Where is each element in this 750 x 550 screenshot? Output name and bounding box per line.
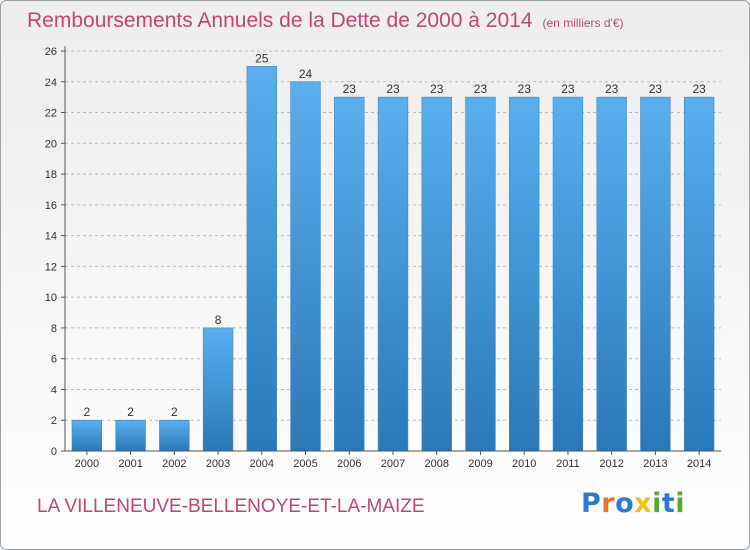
bar xyxy=(596,96,627,452)
logo-letter: i xyxy=(675,488,686,519)
x-tick-label: 2005 xyxy=(293,458,317,470)
x-tick-label: 2011 xyxy=(556,458,580,470)
y-tick-label: 14 xyxy=(45,231,57,243)
bar-value-label: 23 xyxy=(649,82,663,96)
bar xyxy=(202,327,234,452)
bar xyxy=(377,96,409,452)
y-tick-label: 22 xyxy=(45,108,57,120)
proxiti-logo: Proxiti xyxy=(581,488,685,519)
x-tick-label: 2001 xyxy=(118,458,142,470)
bar-value-label: 8 xyxy=(215,313,222,327)
bar-value-label: 24 xyxy=(299,67,313,81)
logo-letter: P xyxy=(581,488,602,519)
x-tick-label: 2009 xyxy=(468,458,492,470)
bar xyxy=(115,419,146,452)
bar-value-label: 23 xyxy=(386,82,400,96)
y-tick-label: 2 xyxy=(51,415,57,427)
bar xyxy=(640,96,671,452)
bar xyxy=(159,419,190,452)
bar-value-label: 23 xyxy=(518,82,532,96)
y-tick-label: 6 xyxy=(51,354,57,366)
logo-letter: t xyxy=(661,488,676,519)
y-tick-label: 10 xyxy=(45,292,57,304)
bar xyxy=(246,66,277,452)
logo-letter: o xyxy=(615,488,635,519)
bar-value-label: 25 xyxy=(255,51,269,65)
bar-value-label: 23 xyxy=(474,82,488,96)
y-tick-label: 0 xyxy=(51,446,57,458)
bar-value-label: 23 xyxy=(430,82,444,96)
bar xyxy=(290,81,321,452)
x-tick-label: 2010 xyxy=(512,458,536,470)
chart-unit: (en milliers d'€) xyxy=(542,16,624,30)
x-tick-label: 2004 xyxy=(250,458,274,470)
bar-value-label: 2 xyxy=(84,405,91,419)
x-tick-label: 2008 xyxy=(424,458,448,470)
bar-value-label: 23 xyxy=(605,82,619,96)
bar xyxy=(334,96,365,452)
x-tick-label: 2002 xyxy=(162,458,186,470)
x-tick-label: 2013 xyxy=(643,458,667,470)
bar-value-label: 23 xyxy=(343,82,357,96)
logo-letter: r xyxy=(601,488,616,519)
bar xyxy=(509,96,540,452)
y-tick-label: 4 xyxy=(51,384,57,396)
chart-title: Remboursements Annuels de la Dette de 20… xyxy=(27,9,624,33)
y-tick-label: 12 xyxy=(45,261,57,273)
x-tick-label: 2006 xyxy=(337,458,361,470)
bar-value-label: 23 xyxy=(692,82,706,96)
bar xyxy=(465,96,496,452)
x-tick-label: 2000 xyxy=(75,458,99,470)
y-tick-label: 18 xyxy=(45,169,57,181)
bar xyxy=(683,96,715,452)
y-tick-label: 8 xyxy=(51,323,57,335)
bar xyxy=(421,96,452,452)
x-tick-label: 2003 xyxy=(206,458,230,470)
y-tick-label: 26 xyxy=(45,46,57,58)
city-name: LA VILLENEUVE-BELLENOYE-ET-LA-MAIZE xyxy=(37,496,425,517)
x-tick-label: 2014 xyxy=(687,458,711,470)
y-tick-label: 24 xyxy=(45,77,57,89)
y-tick-label: 20 xyxy=(45,138,57,150)
x-tick-label: 2012 xyxy=(599,458,623,470)
bar-value-label: 23 xyxy=(561,82,575,96)
bar-layer: 2 2 2 8 25 24 23 23 23 23 23 23 23 23 23 xyxy=(71,51,715,452)
bar-value-label: 2 xyxy=(127,405,134,419)
chart-title-text: Remboursements Annuels de la Dette de 20… xyxy=(27,9,533,32)
logo-letter: i xyxy=(652,488,662,519)
x-tick-label: 2007 xyxy=(381,458,405,470)
logo-letter: x xyxy=(634,488,653,519)
y-tick-label: 16 xyxy=(45,200,57,212)
bar xyxy=(71,419,103,452)
bar-value-label: 2 xyxy=(171,405,178,419)
bar xyxy=(552,96,584,452)
